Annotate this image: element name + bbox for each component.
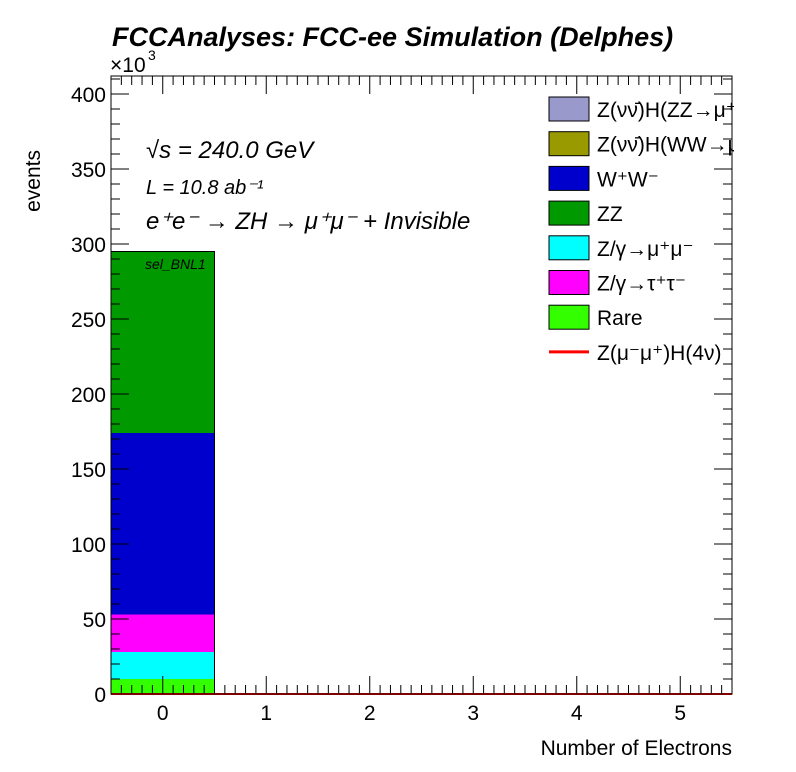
legend-label: Rare <box>597 307 643 330</box>
x-tick-label: 3 <box>467 702 479 725</box>
legend-swatch <box>548 200 590 226</box>
x-tick-label: 4 <box>571 702 583 725</box>
y-exponent-base: ×10 <box>110 54 146 77</box>
x-tick-label: 1 <box>260 702 272 725</box>
y-tick-label: 350 <box>71 159 106 182</box>
bar-bin0-series3 <box>111 614 215 652</box>
y-tick-label: 0 <box>94 684 106 707</box>
x-tick-label: 2 <box>364 702 376 725</box>
y-tick-label: 300 <box>71 234 106 257</box>
legend-entries: Z(νν̄)H(ZZ→μ⁺μ⁻ν⁺ν Z(νν̄)H(WW→μ⁺νμ W⁺W⁻ ZZ Z… <box>548 96 792 365</box>
legend-label: ZZ <box>597 203 623 226</box>
legend-swatch <box>548 304 590 330</box>
x-tick-label: 0 <box>157 702 169 725</box>
x-axis-label: Number of Electrons <box>541 737 732 760</box>
legend-label: W⁺W⁻ <box>597 168 659 191</box>
legend-swatch <box>548 96 590 122</box>
legend-swatch <box>548 270 590 295</box>
y-axis-label: events <box>22 150 45 212</box>
x-tick-label: 5 <box>674 702 686 725</box>
bar-bin0-series2 <box>111 652 215 679</box>
legend-label: Z/γ→τ⁺τ⁻ <box>597 273 686 296</box>
legend-label: Z(νν̄)H(WW→μ⁺νμ <box>597 134 773 157</box>
bar-bin0-series5 <box>111 251 215 433</box>
y-tick-label: 250 <box>71 309 106 332</box>
selection-annotation: sel_BNL1 <box>145 256 206 272</box>
y-tick-label: 100 <box>71 534 106 557</box>
histogram-bars <box>110 251 215 694</box>
y-axis-ticks: 0 50 100 150 200 250 300 350 400 <box>71 78 732 707</box>
legend-label: Z/γ→μ⁺μ⁻ <box>597 238 694 261</box>
y-exponent-power: 3 <box>148 47 156 63</box>
chart-title: FCCAnalyses: FCC-ee Simulation (Delphes) <box>112 22 673 52</box>
y-tick-label: 200 <box>71 384 106 407</box>
x-axis-ticks: 0 1 2 3 4 5 <box>120 76 723 725</box>
y-tick-label: 150 <box>71 459 106 482</box>
legend-label: Z(νν̄)H(ZZ→μ⁺μ⁻ν⁺ν <box>597 99 792 122</box>
legend-swatch <box>548 165 590 191</box>
legend: Z(νν̄)H(ZZ→μ⁺μ⁻ν⁺ν Z(νν̄)H(WW→μ⁺νμ W⁺W⁻ ZZ Z… <box>548 96 792 365</box>
y-tick-label: 400 <box>71 84 106 107</box>
lumi-annotation: L = 10.8 ab⁻¹ <box>146 177 264 199</box>
y-exponent: ×10 3 <box>110 47 156 77</box>
y-tick-label: 50 <box>83 609 106 632</box>
annotations: √s = 240.0 GeV L = 10.8 ab⁻¹ e⁺e⁻ → ZH →… <box>145 137 470 272</box>
bar-bin0-series4 <box>111 433 215 615</box>
legend-swatch <box>548 235 590 261</box>
process-annotation: e⁺e⁻ → ZH → μ⁺μ⁻ + Invisible <box>146 208 470 235</box>
energy-annotation: √s = 240.0 GeV <box>146 137 315 164</box>
legend-label: Z(μ⁻μ⁺)H(4ν) <box>597 342 722 365</box>
legend-swatch <box>548 131 590 157</box>
